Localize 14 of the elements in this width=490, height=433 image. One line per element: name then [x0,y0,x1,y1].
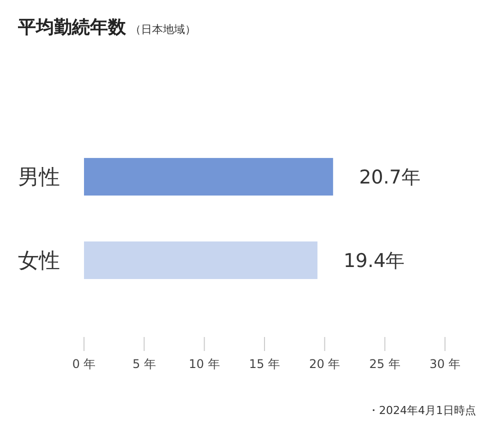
y-tick-label: 男性 [18,165,60,190]
text: ・2024年4月1日時点 [368,404,476,417]
x-tick-label: 15 年 [248,357,280,371]
y-tick-label: 女性 [18,248,60,273]
chart-title: 平均勤続年数 [17,17,127,38]
x-tick-label: 25 年 [369,357,400,371]
x-tick-label: 10 年 [188,357,220,371]
x-tick-label: 30 年 [429,357,461,371]
data-label: 20.7年 [359,166,420,188]
x-tick-label: 5 年 [132,357,156,371]
chart-subtitle: （日本地域） [130,23,196,36]
x-tick-label: 0 年 [72,357,96,371]
data-label: 19.4年 [343,250,405,272]
x-tick-label: 20 年 [309,357,340,371]
